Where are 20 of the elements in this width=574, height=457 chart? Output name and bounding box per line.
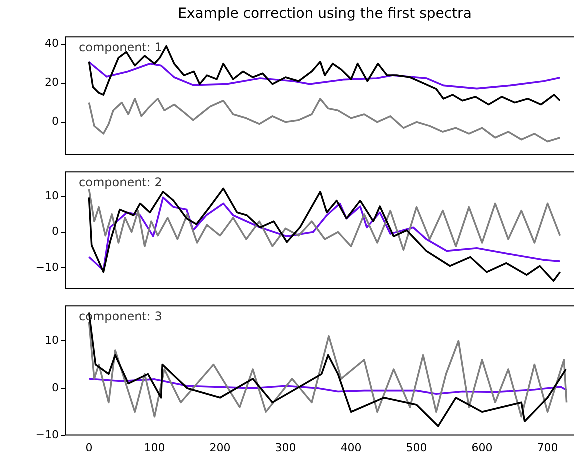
y-tick-label: 20: [45, 76, 59, 90]
x-tick-label: 300: [275, 441, 296, 454]
y-tick-label: 10: [45, 189, 59, 202]
y-tick-label: −10: [36, 428, 59, 442]
y-tick-label: −10: [36, 260, 59, 274]
x-tick-label: 100: [144, 441, 166, 454]
x-tick-label: 500: [406, 441, 428, 454]
y-tick-label: 10: [45, 334, 59, 347]
y-tick-label: 0: [52, 115, 59, 128]
chart-title: Example correction using the first spectra: [177, 6, 473, 22]
x-tick-label: 700: [537, 441, 558, 454]
x-tick-label: 200: [210, 441, 231, 454]
x-tick-label: 400: [340, 441, 362, 454]
annotation: component: 2: [79, 176, 162, 190]
annotation: component: 1: [79, 40, 162, 55]
y-tick-label: 40: [45, 37, 59, 50]
y-tick-label: 0: [52, 225, 59, 238]
x-tick-label: 0: [86, 441, 93, 454]
x-tick-label: 600: [472, 441, 493, 454]
y-tick-label: 0: [52, 381, 59, 394]
